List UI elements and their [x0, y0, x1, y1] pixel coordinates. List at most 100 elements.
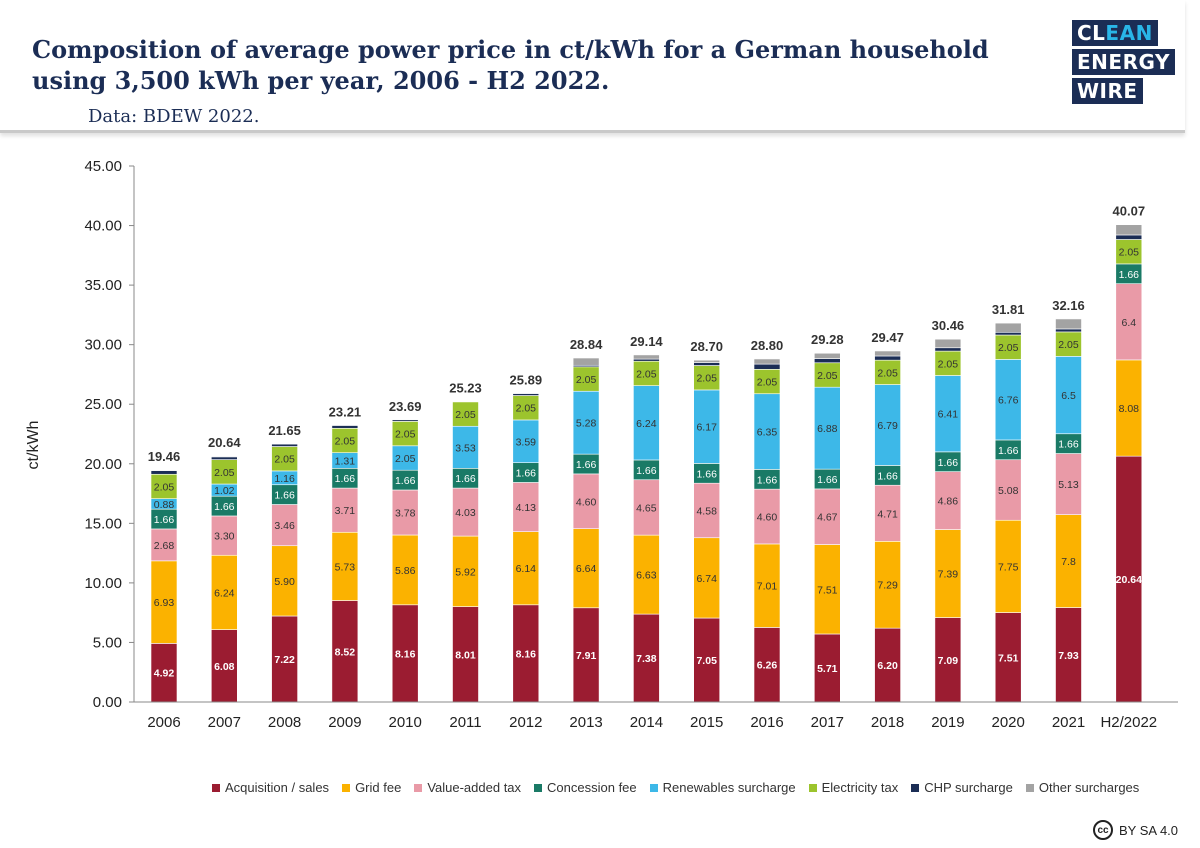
bar-total-label: 20.64: [208, 435, 241, 450]
bar-value-label: 4.71: [877, 508, 898, 520]
bar-segment-other: [934, 338, 962, 349]
bar-value-label: 4.67: [817, 512, 838, 524]
bar-stack: 6.20 7.29 4.71 1.66 6.79 2.05 29.47: [871, 330, 904, 703]
bar-stack: 8.16 6.14 4.13 1.66 3.59 2.05 25.89: [510, 373, 542, 703]
legend-swatch: [342, 783, 351, 792]
license-text: BY SA 4.0: [1119, 822, 1179, 838]
bar-value-label: 0.88: [154, 499, 175, 511]
y-tick-label: 25.00: [84, 396, 122, 413]
bar-segment-electricity_tax: [572, 366, 600, 392]
bar-value-label: 8.08: [1119, 403, 1140, 415]
bar-value-label: 8.16: [516, 648, 537, 660]
bar-value-label: 2.05: [154, 481, 175, 493]
legend-item: Renewables surcharge: [649, 780, 796, 795]
x-tick-label: 2019: [931, 714, 964, 731]
bar-value-label: 6.63: [636, 570, 657, 582]
bar-value-label: 6.26: [757, 660, 778, 672]
bar-value-label: 1.66: [1058, 439, 1079, 451]
bar-value-label: 1.66: [395, 475, 416, 487]
bar-value-label: 2.05: [274, 454, 295, 466]
license: cc BY SA 4.0: [1093, 820, 1178, 840]
bar-segment-vat: [1115, 283, 1143, 361]
bar-value-label: 1.66: [214, 501, 235, 513]
legend-swatch: [414, 783, 423, 792]
bar-value-label: 1.66: [757, 474, 778, 486]
clean-energy-wire-logo[interactable]: CLEAN ENERGY WIRE: [1072, 20, 1175, 107]
bar-segment-renewables: [934, 375, 962, 453]
x-tick-label: 2020: [992, 714, 1025, 731]
bar-value-label: 1.31: [335, 456, 356, 468]
bar-segment-grid: [150, 560, 178, 644]
bar-value-label: 2.05: [877, 367, 898, 379]
bar-segment-vat: [271, 504, 298, 547]
bar-value-label: 7.22: [274, 654, 295, 666]
bar-value-label: 1.66: [877, 470, 898, 482]
bar-value-label: 5.86: [395, 565, 416, 577]
bar-total-label: 19.46: [148, 449, 181, 464]
bar-stack: 8.16 5.86 3.78 1.66 2.05 2.05 23.69: [389, 399, 421, 703]
bar-value-label: 3.71: [335, 505, 356, 517]
bar-segment-electricity_tax: [813, 362, 841, 388]
bars: 4.92 6.93 2.68 1.66 0.88 2.05 19.46 6.08 6.24 3.3…: [148, 204, 1146, 703]
bar-value-label: 1.66: [335, 473, 356, 485]
bar-value-label: 6.4: [1121, 317, 1136, 329]
bar-segment-acquisition: [512, 604, 540, 703]
legend-item: Electricity tax: [808, 780, 898, 795]
bar-stack: 7.51 7.75 5.08 1.66 6.76 2.05 31.81: [992, 302, 1024, 703]
bar-total-label: 29.28: [811, 332, 844, 347]
bar-value-label: 7.8: [1061, 556, 1076, 568]
bar-value-label: 6.24: [214, 587, 235, 599]
bar-value-label: 1.66: [636, 465, 657, 477]
bar-segment-acquisition: [211, 629, 238, 703]
bar-segment-grid: [1055, 514, 1082, 608]
bar-value-label: 8.52: [335, 646, 356, 658]
bar-segment-electricity_tax: [391, 421, 419, 447]
bar-segment-grid: [874, 541, 901, 629]
bar-segment-grid: [813, 544, 841, 635]
y-tick-label: 10.00: [84, 575, 122, 592]
legend-label: Renewables surcharge: [662, 780, 796, 795]
legend-item: Other surcharges: [1025, 780, 1140, 795]
bar-value-label: 6.64: [576, 563, 597, 575]
bar-segment-grid: [1115, 359, 1143, 457]
legend-swatch: [911, 783, 920, 792]
bar-segment-acquisition: [572, 607, 600, 703]
legend-item: Grid fee: [342, 780, 401, 795]
bar-segment-renewables: [452, 425, 479, 469]
bar-segment-acquisition: [753, 627, 781, 703]
bar-total-label: 28.80: [751, 338, 784, 353]
bar-stack: 7.91 6.64 4.60 1.66 5.28 2.05 28.84: [570, 337, 603, 703]
bar-value-label: 2.05: [998, 342, 1019, 354]
bar-value-label: 6.17: [696, 422, 717, 434]
bar-segment-chp: [813, 358, 841, 364]
bar-segment-vat: [934, 471, 962, 530]
bar-total-label: 40.07: [1113, 204, 1146, 219]
bar-total-label: 25.23: [449, 380, 482, 395]
x-tick-label: 2010: [389, 714, 422, 731]
bar-segment-other: [1055, 318, 1082, 330]
bar-value-label: 1.66: [938, 457, 959, 469]
bar-segment-vat: [512, 482, 540, 532]
x-tick-label: 2021: [1052, 714, 1085, 731]
y-tick-label: 45.00: [84, 158, 122, 175]
bar-value-label: 7.39: [938, 569, 959, 581]
bar-segment-other: [874, 350, 901, 357]
x-tick-label: 2008: [268, 714, 301, 731]
bar-stack: 4.92 6.93 2.68 1.66 0.88 2.05 19.46: [148, 449, 181, 703]
legend-swatch: [649, 783, 658, 792]
bar-value-label: 3.78: [395, 507, 416, 519]
bar-value-label: 4.86: [938, 496, 959, 508]
bar-segment-electricity_tax: [211, 459, 238, 485]
bar-segment-chp: [391, 419, 419, 422]
bar-value-label: 1.66: [998, 445, 1019, 457]
bar-value-label: 5.73: [335, 561, 356, 573]
bar-segment-chp: [150, 470, 178, 475]
bar-value-label: 7.51: [817, 584, 838, 596]
legend-label: Other surcharges: [1038, 780, 1140, 795]
bar-total-label: 30.46: [932, 318, 965, 333]
bar-segment-chp: [271, 443, 298, 447]
bar-segment-renewables: [633, 385, 660, 461]
bar-value-label: 1.66: [516, 468, 537, 480]
bar-value-label: 2.05: [1058, 339, 1079, 351]
bar-stack: 7.93 7.8 5.13 1.66 6.5 2.05 32.16: [1052, 298, 1085, 703]
